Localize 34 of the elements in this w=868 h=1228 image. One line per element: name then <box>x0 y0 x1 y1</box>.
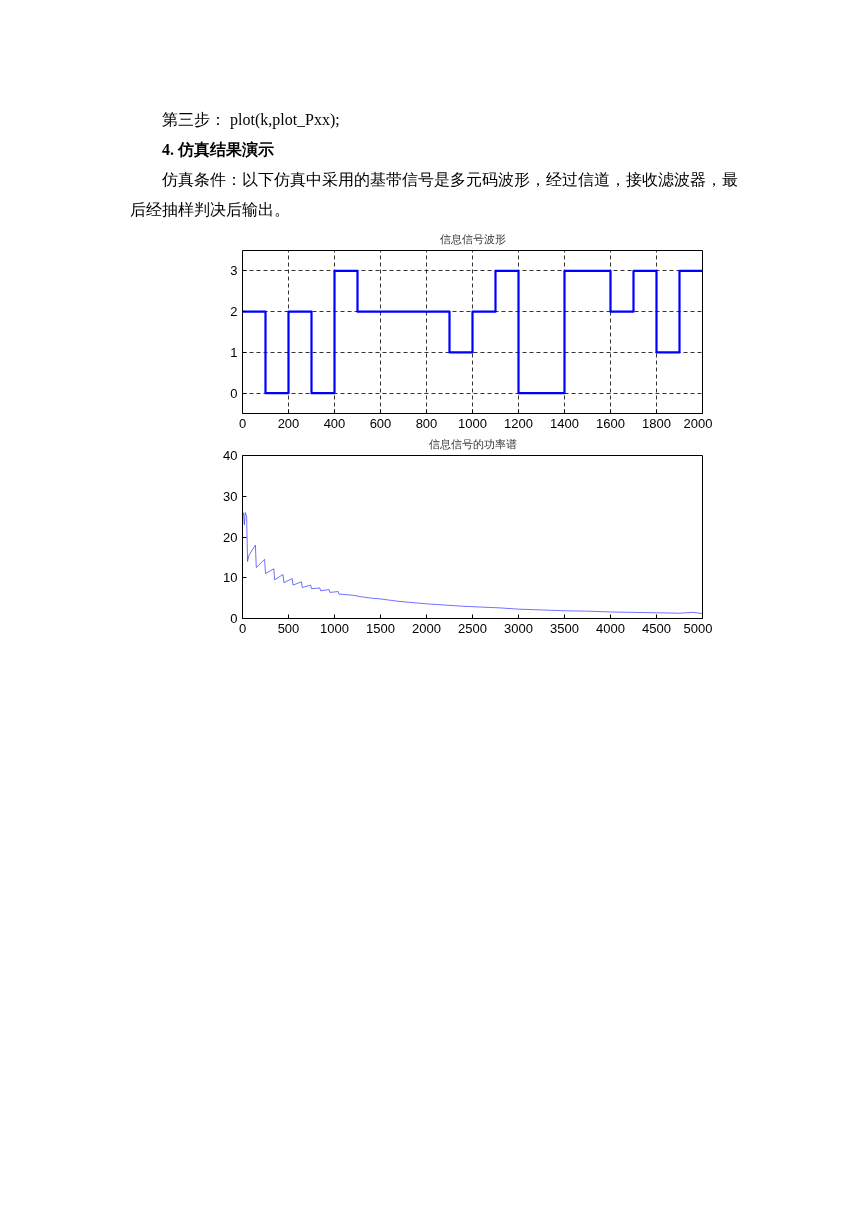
x-tick-label: 3000 <box>504 620 533 636</box>
x-tick-label: 1000 <box>458 415 487 431</box>
x-tick-label: 3500 <box>550 620 579 636</box>
x-tick-label: 4000 <box>596 620 625 636</box>
x-tick-label: 2000 <box>683 415 713 431</box>
x-tick-label: 800 <box>415 415 438 431</box>
text: 第三步： plot(k,plot_Pxx); <box>161 110 341 131</box>
y-tick-label: 3 <box>230 263 238 279</box>
y-tick-label: 10 <box>223 570 238 586</box>
x-tick-label: 2000 <box>412 620 441 636</box>
chart-title: 信息信号的功率谱 <box>428 437 517 451</box>
x-tick-label: 1000 <box>320 620 349 636</box>
x-tick-label: 1200 <box>504 415 533 431</box>
y-tick-label: 40 <box>223 448 238 463</box>
x-tick-label: 1500 <box>366 620 395 636</box>
x-tick-label: 400 <box>323 415 346 431</box>
x-tick-label: 5000 <box>683 620 713 636</box>
chart-title: 信息信号波形 <box>439 232 506 246</box>
x-tick-label: 1600 <box>596 415 625 431</box>
line-series <box>243 512 703 614</box>
x-tick-label: 1400 <box>550 415 579 431</box>
text: 4. 仿真结果演示 <box>161 140 275 160</box>
y-tick-label: 1 <box>230 344 238 360</box>
x-tick-label: 500 <box>277 620 300 636</box>
y-tick-label: 20 <box>223 529 238 545</box>
x-tick-label: 1800 <box>642 415 671 431</box>
x-tick-label: 2500 <box>458 620 487 636</box>
y-tick-label: 0 <box>230 385 238 401</box>
text: 仿真条件：以下仿真中采用的基带信号是多元码波形，经过信道，接收滤波器，最后经抽样判决后输出。 <box>130 170 739 220</box>
y-tick-label: 2 <box>230 304 238 320</box>
x-tick-label: 200 <box>277 415 300 431</box>
x-tick-label: 600 <box>369 415 392 431</box>
x-tick-label: 4500 <box>642 620 671 636</box>
y-tick-label: 30 <box>223 488 238 504</box>
